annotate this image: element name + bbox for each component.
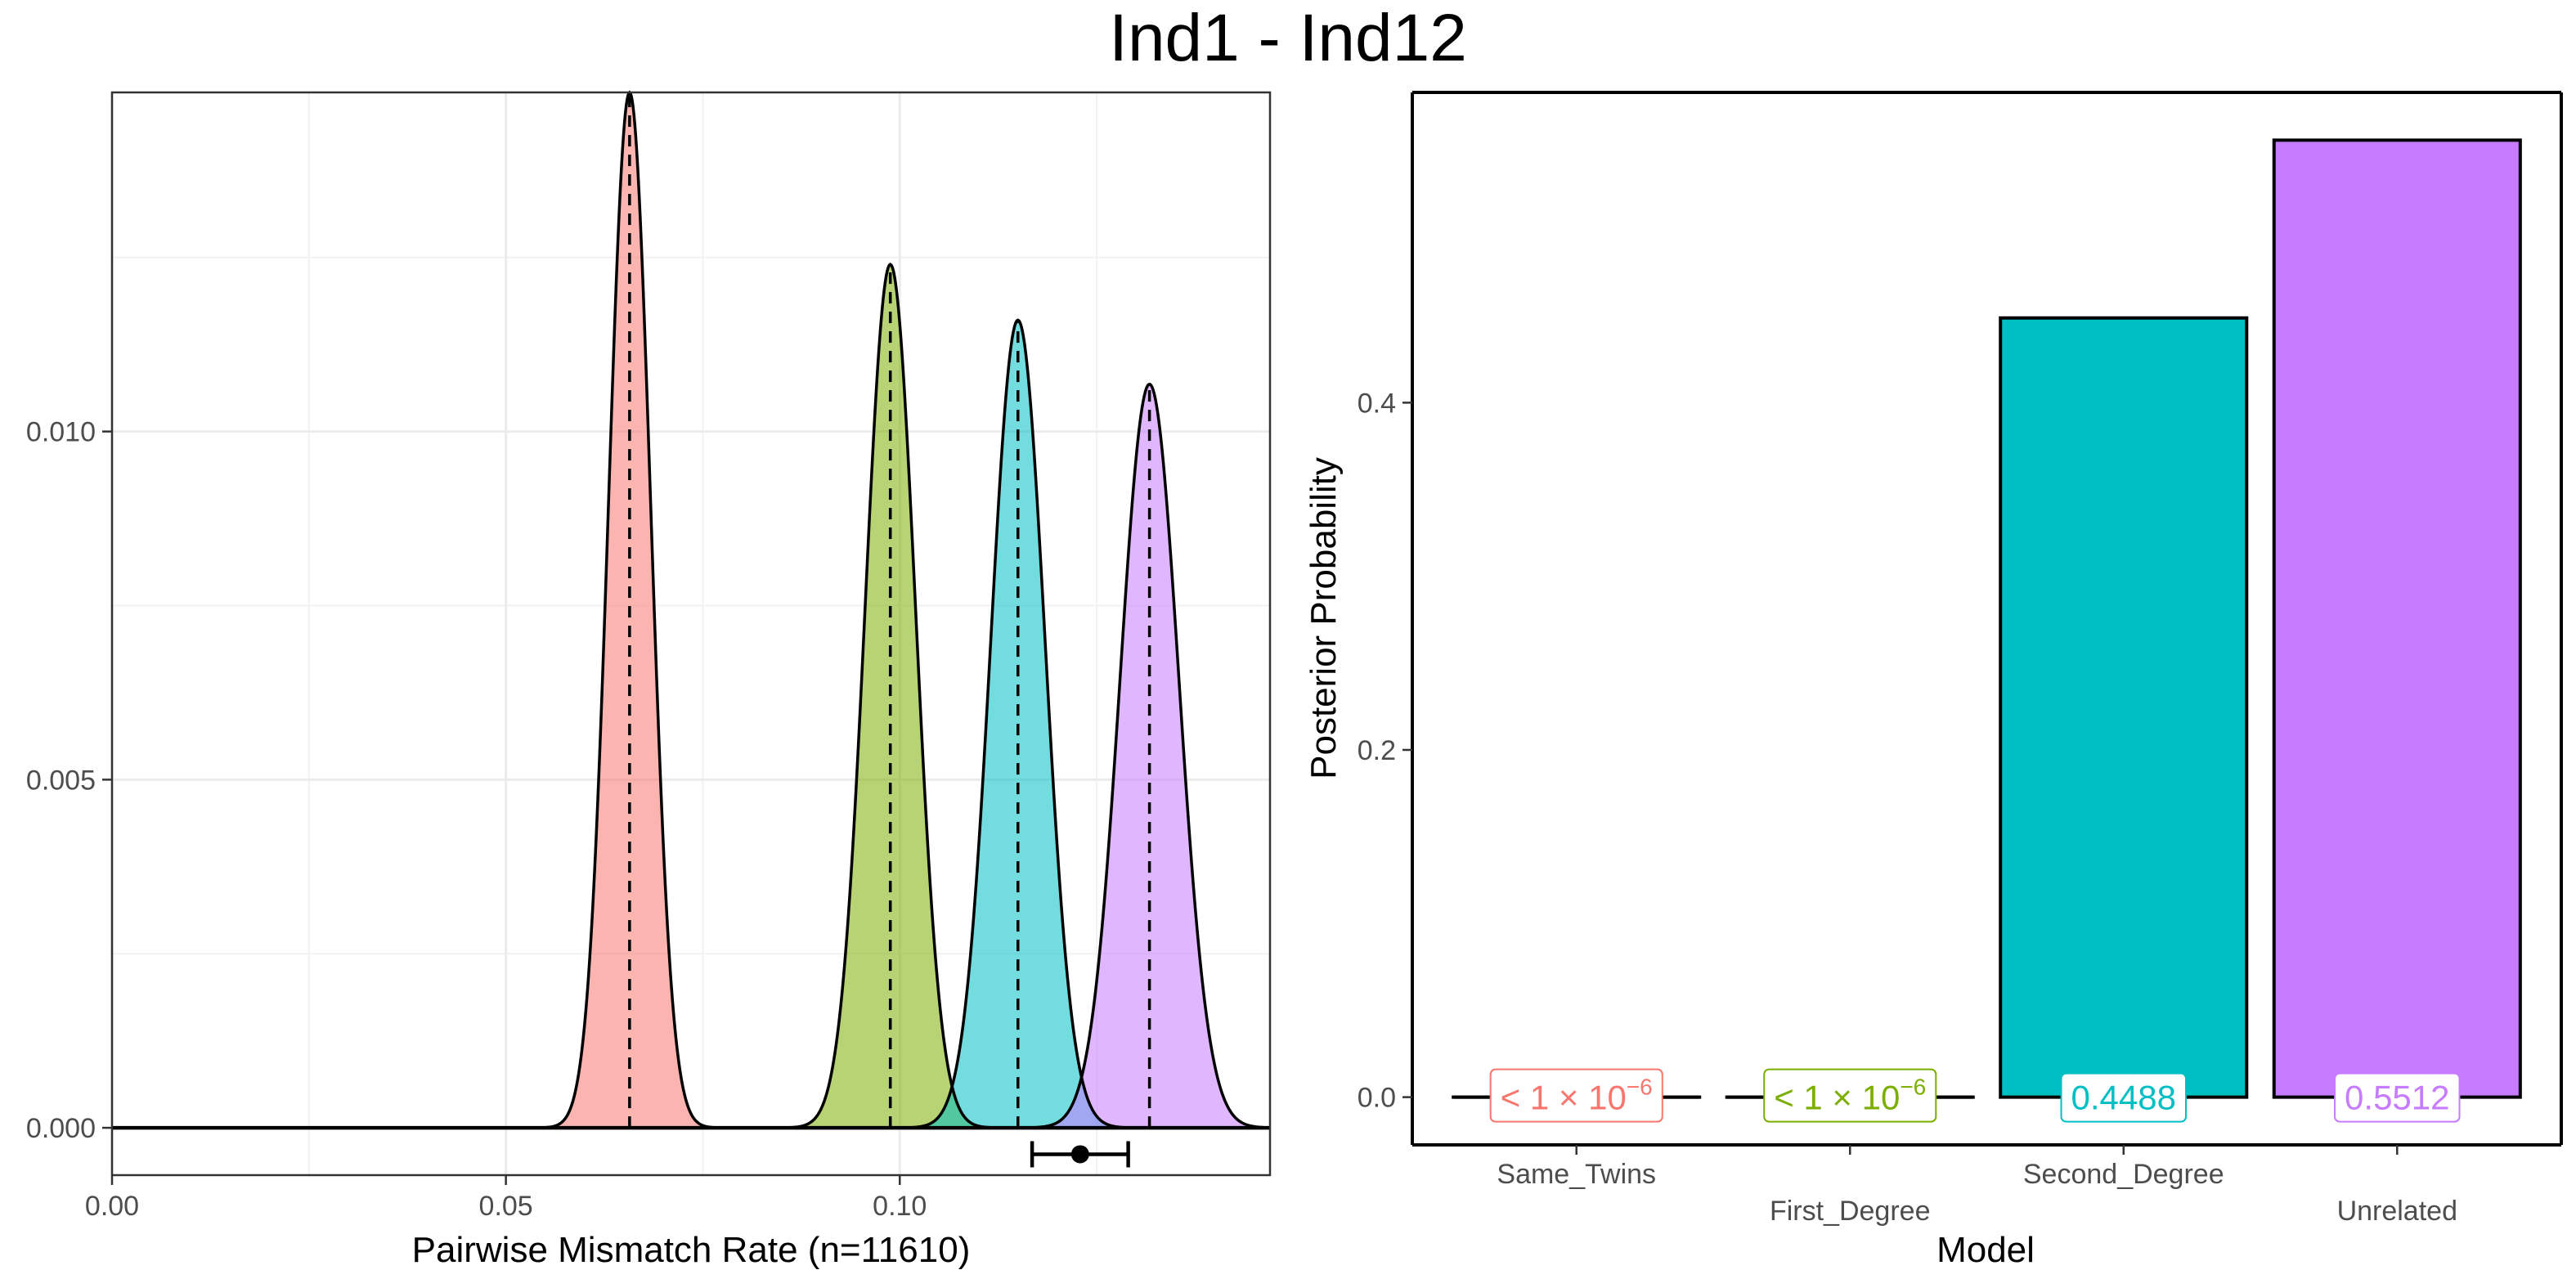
bar-x-axis-title: Model — [1936, 1230, 2035, 1270]
density-plot-background — [112, 92, 1270, 1175]
density-panel-border — [110, 91, 1272, 1177]
bar-y-axis: 0.0 0.2 0.4 — [1358, 388, 1412, 1114]
bar-value-label-text: 0.5512 — [2345, 1079, 2449, 1117]
bar-value-label: 0.4488 — [2060, 1072, 2187, 1123]
density-x-axis: 0.00 0.05 0.10 — [85, 1175, 927, 1222]
bar-value-label-exponent: −6 — [1900, 1075, 1926, 1100]
bar-value-labels: < 1 × 10−6 < 1 × 10−6 0.4488 0.5512 — [1489, 1068, 2461, 1123]
bar-value-label: < 1 × 10−6 — [1489, 1068, 1663, 1123]
bar-y-axis-title: Posterior Probability — [1304, 457, 1344, 779]
density-fill-4 — [1003, 384, 1270, 1129]
bar-value-label-box — [2060, 1072, 2187, 1123]
observed-estimate — [1030, 1141, 1130, 1168]
density-fill-2 — [765, 264, 1016, 1129]
bar-x-axis: Same_Twins First_Degree Second_Degree Unrel… — [1497, 1145, 2457, 1227]
density-y-tick-label: 0.010 — [26, 417, 96, 448]
bar-marks — [1452, 138, 2522, 1099]
bar-value-label-box — [1763, 1068, 1937, 1123]
figure-title: Ind1 - Ind12 — [1109, 1, 1467, 75]
bar-value-label-box — [2334, 1072, 2461, 1123]
observed-point — [1070, 1145, 1089, 1164]
density-x-axis-title: Pairwise Mismatch Rate (n=11610) — [412, 1230, 971, 1270]
bar-x-tick-label: First_Degree — [1770, 1196, 1931, 1227]
bar-x-tick-label: Second_Degree — [2023, 1159, 2224, 1190]
bar-value-label-box — [1489, 1068, 1663, 1123]
bar-y-tick-label: 0.4 — [1358, 388, 1396, 419]
bar-y-tick-label: 0.0 — [1358, 1083, 1396, 1114]
bar-value-label: 0.5512 — [2334, 1072, 2461, 1123]
bar-unrelated — [2272, 138, 2522, 1099]
bar-x-tick-label: Unrelated — [2337, 1196, 2457, 1227]
density-outlines — [112, 90, 1271, 1130]
bar-value-label: < 1 × 10−6 — [1763, 1068, 1937, 1123]
density-y-axis: 0.000 0.005 0.010 — [26, 417, 112, 1144]
posterior-bar-chart: < 1 × 10−6 < 1 × 10−6 0.4488 0.5512 Same_Tw… — [1304, 91, 2563, 1270]
density-curve-2 — [765, 263, 1016, 1129]
bar-x-tick-label: Same_Twins — [1497, 1159, 1656, 1190]
density-y-tick-label: 0.005 — [26, 765, 96, 796]
bar-value-label-text: 0.4488 — [2071, 1079, 2176, 1117]
density-x-tick-label: 0.05 — [479, 1191, 533, 1222]
bar-y-tick-label: 0.2 — [1358, 735, 1396, 766]
density-y-tick-label: 0.000 — [26, 1113, 96, 1144]
density-x-tick-label: 0.10 — [873, 1191, 927, 1222]
bar-second-degree — [1999, 316, 2249, 1099]
density-mean-lines — [628, 92, 1151, 1129]
bar-value-label-exponent: −6 — [1627, 1075, 1653, 1100]
density-x-tick-label: 0.00 — [85, 1191, 139, 1222]
density-curve-3 — [882, 318, 1153, 1129]
density-chart: 0.00 0.05 0.10 0.000 0.005 0.010 Pairwise Mi… — [26, 90, 1272, 1270]
